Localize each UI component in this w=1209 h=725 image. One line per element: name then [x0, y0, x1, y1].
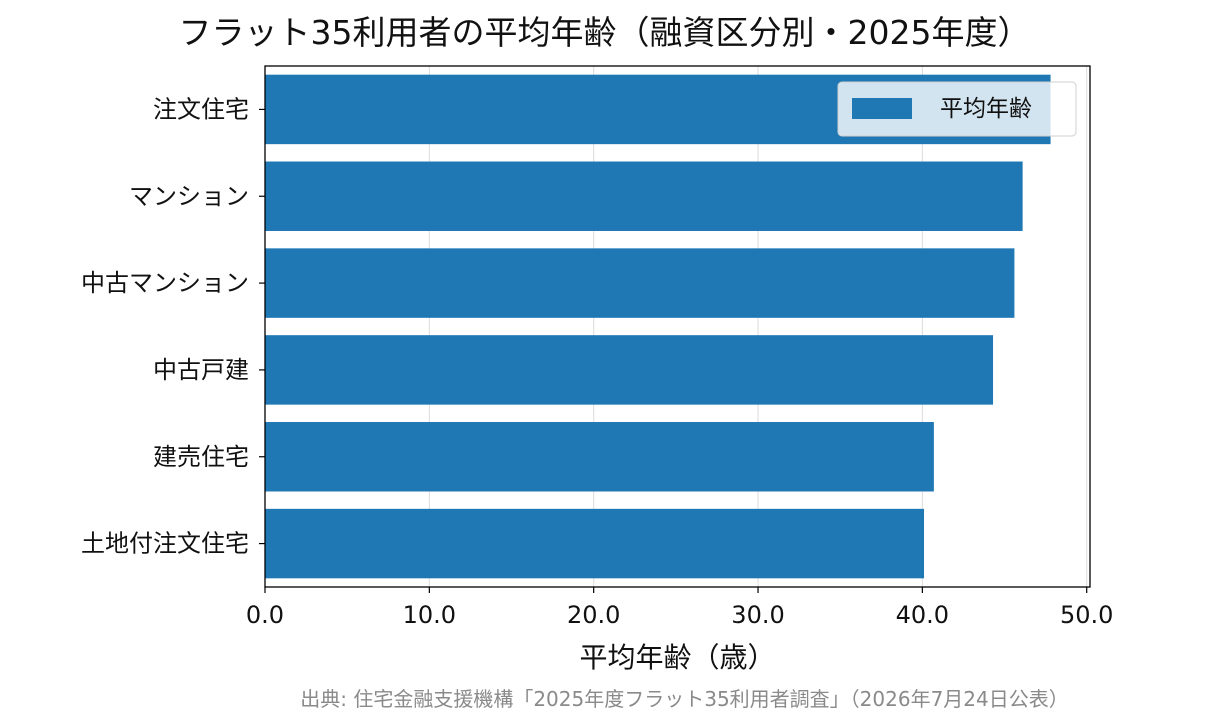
x-tick-label: 0.0: [246, 601, 284, 629]
legend-label: 平均年齢: [940, 96, 1032, 122]
legend: 平均年齢: [837, 81, 1077, 137]
bars: [265, 74, 1051, 579]
bar-3: [265, 335, 994, 405]
y-tick-label: 中古マンション: [81, 269, 249, 297]
y-tick-label: 土地付注文住宅: [81, 530, 249, 558]
x-tick-label: 40.0: [896, 601, 949, 629]
y-tick-label: 中古戸建: [153, 356, 249, 384]
y-tick-label: 建売住宅: [153, 443, 249, 471]
chart-title: フラット35利用者の平均年齢（融資区分別・2025年度）: [178, 13, 1031, 52]
plot-frame: [264, 65, 1091, 588]
source-note: 出典: 住宅金融支援機構「2025年度フラット35利用者調査」（2026年7月2…: [300, 687, 1069, 711]
x-tick-label: 30.0: [731, 601, 784, 629]
x-axis-title: 平均年齢（歳）: [579, 641, 775, 674]
legend-swatch: [852, 98, 912, 119]
x-tick-label: 10.0: [403, 601, 456, 629]
bar-4: [265, 422, 934, 492]
x-tick-label: 20.0: [567, 601, 620, 629]
x-tick-label: 50.0: [1060, 601, 1113, 629]
bar-5: [265, 508, 925, 579]
bar-2: [265, 248, 1015, 318]
x-axis-ticks: 0.0 10.0 20.0 30.0 40.0 50.0: [246, 587, 1113, 629]
y-tick-label: マンション: [129, 182, 249, 210]
legend-box: [837, 81, 1077, 137]
bar-1: [265, 161, 1023, 231]
y-tick-label: 注文住宅: [153, 95, 249, 123]
